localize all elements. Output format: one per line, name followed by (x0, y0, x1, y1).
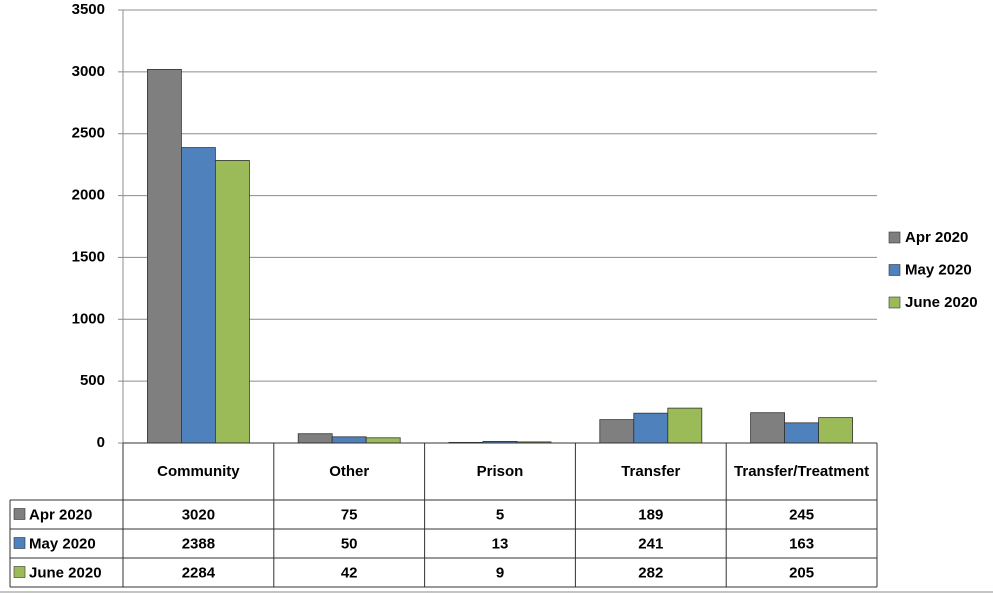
table-value: 9 (496, 564, 504, 581)
y-tick-label: 1000 (72, 310, 105, 327)
category-cell: Other (329, 462, 370, 480)
table-value: 163 (789, 535, 814, 552)
legend-key (13, 566, 26, 578)
bar (146, 68, 182, 444)
category-cell: Transfer/Treatment (734, 462, 870, 480)
table-value: 50 (341, 535, 358, 552)
bar (667, 407, 703, 444)
legend-swatch (888, 296, 901, 309)
category-cell: Prison (476, 462, 524, 480)
legend-label: June 2020 (905, 294, 978, 311)
table-value: 5 (496, 506, 504, 523)
table-value: 2284 (182, 564, 216, 581)
table-value: 189 (638, 506, 663, 523)
bar (297, 433, 333, 444)
table-series-name: June 2020 (29, 564, 102, 581)
y-tick-label: 2000 (72, 187, 105, 204)
table-value: 245 (789, 506, 814, 523)
legend-key (13, 508, 26, 520)
table-series-name: May 2020 (29, 535, 96, 552)
y-tick-label: 0 (97, 434, 105, 451)
table-value: 205 (789, 564, 814, 581)
legend-swatch (888, 264, 901, 276)
bar (750, 412, 785, 444)
y-tick-label: 2500 (72, 125, 105, 142)
category-cell: Transfer (621, 462, 681, 480)
table-value: 2388 (182, 535, 215, 552)
table-value: 3020 (182, 506, 215, 523)
bar (784, 422, 819, 444)
x-tick-label: Transfer/Treatment (734, 462, 870, 480)
bar (633, 412, 669, 444)
y-tick-label: 3000 (72, 63, 105, 80)
bar (818, 417, 853, 444)
table-value: 282 (638, 564, 663, 581)
x-tick-label: Other (329, 462, 370, 480)
category-cell: Community (157, 462, 240, 480)
legend-label: May 2020 (905, 261, 972, 278)
y-tick-label: 500 (80, 372, 105, 389)
table-value: 42 (341, 564, 358, 581)
x-tick-label: Prison (476, 462, 524, 480)
legend-key (13, 537, 26, 549)
bar (599, 419, 635, 444)
table-value: 13 (492, 535, 509, 552)
table-value: 241 (638, 535, 663, 552)
table-value: 75 (341, 506, 358, 523)
bar (214, 160, 250, 444)
y-tick-label: 3500 (72, 1, 105, 18)
table-series-name: Apr 2020 (29, 506, 92, 523)
x-tick-label: Transfer (621, 462, 681, 480)
x-tick-label: Community (157, 462, 240, 480)
bar (180, 147, 216, 444)
y-tick-label: 1500 (72, 248, 105, 265)
legend-label: Apr 2020 (905, 229, 968, 246)
legend-swatch (888, 231, 901, 244)
